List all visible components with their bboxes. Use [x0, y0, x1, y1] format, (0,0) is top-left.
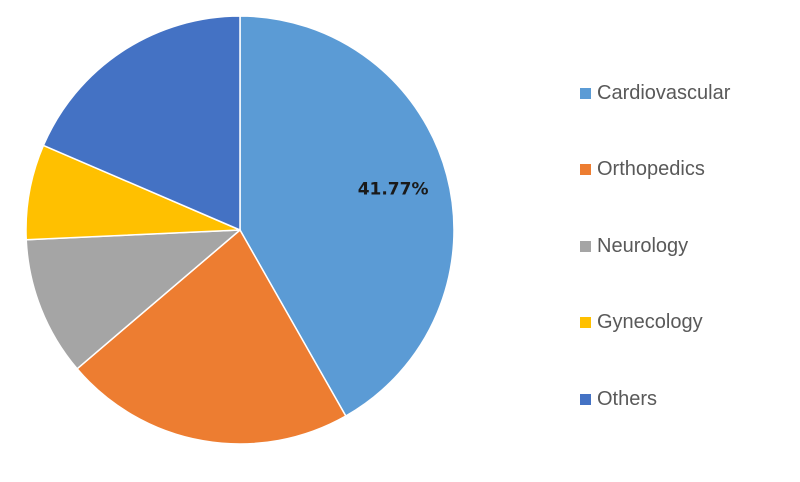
- pie-chart-canvas: 41.77%: [25, 15, 455, 445]
- legend-item-others: Others: [580, 384, 790, 414]
- legend-item-orthopedics: Orthopedics: [580, 155, 790, 185]
- data-label-cardiovascular: 41.77%: [358, 180, 429, 200]
- legend-swatch: [580, 164, 591, 175]
- pie-data-labels: 41.77%: [358, 180, 429, 200]
- pie-slice-neurology: [25, 229, 241, 370]
- legend-swatch: [580, 240, 591, 252]
- legend-swatch: [580, 87, 591, 99]
- legend-label: Orthopedics: [597, 158, 705, 180]
- legend-item-gynecology: Gynecology: [580, 308, 790, 338]
- legend-label: Others: [597, 387, 658, 410]
- pie-slice-orthopedics: [76, 229, 347, 445]
- pie-slice-cardiovascular: [239, 15, 455, 417]
- legend: Cardiovascular Orthopedics Neurology Gyneco…: [580, 78, 790, 461]
- legend-swatch: [580, 317, 591, 328]
- pie-slice-others: [42, 15, 241, 231]
- pie-slices: [25, 15, 455, 445]
- legend-label: Cardiovascular: [597, 81, 731, 104]
- legend-label: Gynecology: [597, 311, 703, 333]
- legend-label: Neurology: [597, 234, 689, 257]
- legend-item-cardiovascular: Cardiovascular: [580, 78, 790, 108]
- legend-swatch: [580, 393, 591, 405]
- legend-item-neurology: Neurology: [580, 231, 790, 261]
